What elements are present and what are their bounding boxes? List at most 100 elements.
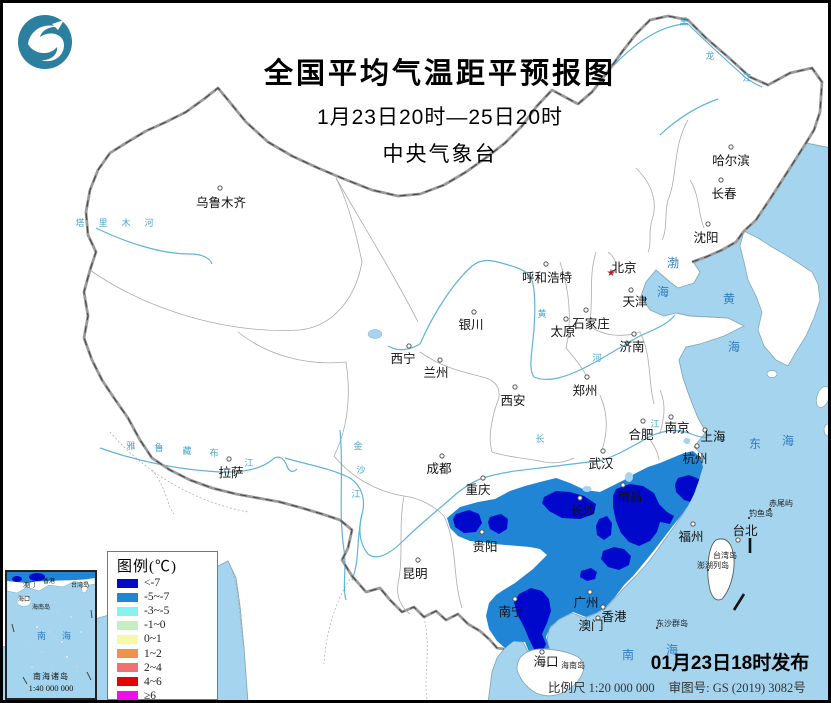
inset-taiwan (81, 580, 89, 594)
inset-anomaly-dark (29, 573, 45, 581)
city-label: 合肥 (628, 427, 654, 442)
legend-swatch (117, 677, 138, 687)
legend-item: -5~-7 (117, 590, 217, 604)
city-label: 太原 (550, 324, 575, 339)
section-mark-2 (732, 593, 746, 611)
legend-item: -1~0 (117, 618, 217, 632)
island-label: 钓鱼岛 (749, 508, 773, 518)
city-label: 昆明 (402, 567, 427, 581)
city-label: 西安 (500, 393, 525, 408)
city-label: 杭州 (682, 451, 707, 466)
city-label: 南昌 (617, 489, 642, 504)
inset-scale: 1:40 000 000 (28, 683, 74, 693)
river-label: 里 (98, 218, 107, 228)
city-dot (226, 456, 232, 462)
city-label: 长春 (711, 187, 737, 201)
river-label: 藏 (182, 445, 191, 456)
city-dot (584, 374, 590, 380)
river-label: 江 (351, 489, 360, 499)
river-label: 布 (209, 447, 218, 458)
city-dot (702, 427, 708, 433)
island-label: 海南岛 (561, 660, 585, 670)
yangtze-river (284, 429, 710, 558)
mekong-river (351, 513, 363, 581)
river-label: 金 (353, 440, 362, 451)
island-dot (706, 568, 710, 572)
hainan-island (516, 648, 585, 697)
legend-label: 2~4 (144, 661, 162, 674)
capital-star-icon: ★ (607, 268, 616, 279)
river-labels-layer: 塔里木河黄河长江金沙江黑龙江雅鲁藏布江 (75, 17, 751, 499)
inset-label: 海口 (18, 597, 31, 603)
city-dot (587, 589, 593, 595)
city-dot (600, 604, 606, 610)
inset-label: 澳门 (23, 583, 36, 589)
legend-swatch (117, 606, 138, 616)
city-label: 广州 (573, 596, 598, 610)
river-label: 鲁 (154, 442, 163, 453)
qinghai-lake (367, 329, 383, 339)
korea-peninsula (739, 230, 821, 367)
city-label: 香港 (601, 610, 627, 624)
inset-dash-line (11, 609, 93, 685)
dongting-lake (582, 486, 592, 492)
taihu-lake (683, 438, 691, 444)
city-label: 北京 (611, 261, 636, 275)
island-label: 澎湖列岛 (697, 560, 729, 570)
city-dot (628, 287, 634, 293)
sea-labels-layer: 渤海 黄海东 海南海 (622, 256, 794, 662)
river-label: 塔 (75, 217, 84, 228)
city-label: 乌鲁木齐 (196, 195, 247, 210)
city-dot (406, 343, 412, 349)
city-label: 贵阳 (472, 540, 497, 554)
island-dot (655, 626, 659, 630)
city-label: 南京 (664, 420, 689, 435)
river-label: 龙 (705, 50, 714, 61)
foreign-borders (109, 431, 429, 703)
river-label: 江 (742, 73, 751, 83)
river-label: 河 (144, 217, 153, 228)
river-label: 黄 (537, 308, 546, 319)
legend-label: <-7 (144, 577, 161, 590)
island-label: 台湾岛 (713, 550, 737, 560)
legend-item: <-7 (117, 576, 217, 590)
city-label: 武汉 (588, 457, 614, 471)
city-dot (620, 482, 626, 488)
city-dot (563, 316, 569, 322)
island-label: 东沙群岛 (656, 618, 688, 628)
city-dot (471, 309, 477, 315)
city-label: 哈尔滨 (712, 153, 750, 168)
city-label: 石家庄 (572, 316, 610, 331)
taiwan-island (707, 538, 735, 601)
river-label: 江 (244, 458, 253, 468)
city-label: 海口 (533, 654, 558, 669)
sea-label: 海 (666, 642, 678, 657)
legend-label: 1~2 (144, 647, 162, 660)
city-dot (577, 495, 583, 501)
legend-rows: <-7 -5~-7 -3~-5 -1~0 0~1 1~2 2~4 4~6 ≥6 (117, 576, 217, 703)
legend-label: -3~-5 (144, 605, 170, 618)
city-dot (437, 357, 443, 363)
city-dot (539, 649, 545, 655)
city-dot (480, 475, 486, 481)
city-dot (595, 615, 601, 621)
city-label: 重庆 (465, 482, 491, 497)
city-label: 银川 (458, 318, 483, 332)
city-dot (690, 521, 696, 527)
inset-sea-label: 南 (37, 631, 47, 641)
city-label: 台北 (732, 523, 758, 538)
river-label: 河 (592, 352, 601, 363)
sea-label: 黄 (723, 292, 735, 306)
city-dot (631, 331, 637, 337)
amur-river (603, 23, 763, 88)
sea-label: 海 (657, 284, 669, 299)
city-dot (479, 529, 485, 535)
sea-label: 海 (782, 433, 794, 448)
province-borders (89, 119, 705, 615)
sea-label: 东 (749, 437, 761, 451)
river-label: 长 (535, 433, 544, 444)
inset-label: 台湾岛 (71, 583, 90, 589)
city-dot (640, 418, 646, 424)
legend-item: ≥6 (117, 689, 217, 703)
city-label: 沈阳 (693, 230, 718, 245)
